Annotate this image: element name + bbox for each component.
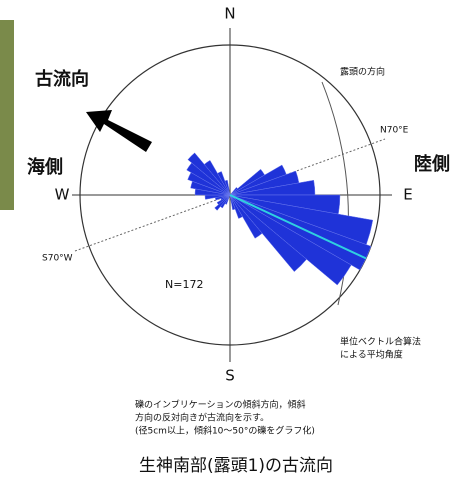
dir-n: N xyxy=(224,5,235,23)
flow-label: 古流向 xyxy=(35,68,89,90)
ne-label: N70°E xyxy=(380,126,409,136)
caption: (径5cm以上，傾斜10～50°の礫をグラフ化) xyxy=(135,425,315,437)
dir-s: S xyxy=(225,367,235,385)
sw-label: S70°W xyxy=(42,254,73,264)
mean-label: による平均角度 xyxy=(340,349,403,361)
caption: 礫のインブリケーションの傾斜方向，傾斜 xyxy=(135,399,306,411)
dir-w: W xyxy=(55,186,70,204)
dir-e: E xyxy=(403,186,412,204)
caption: 方向の反対向きが古流向を示す。 xyxy=(135,412,269,424)
outcrop-label: 露頭の方向 xyxy=(340,66,385,78)
count-label: N=172 xyxy=(165,278,203,291)
sea-label: 海側 xyxy=(27,156,63,178)
photo-edge xyxy=(0,20,14,210)
land-label: 陸側 xyxy=(414,153,450,175)
flow-arrow xyxy=(86,110,152,152)
chart: N E S W 古流向 海側 陸側 露頭の方向 N70°E S70°W N=17… xyxy=(0,0,472,485)
mean-label: 単位ベクトル合算法 xyxy=(340,336,421,348)
chart-title: 生神南部(露頭1)の古流向 xyxy=(139,456,333,476)
